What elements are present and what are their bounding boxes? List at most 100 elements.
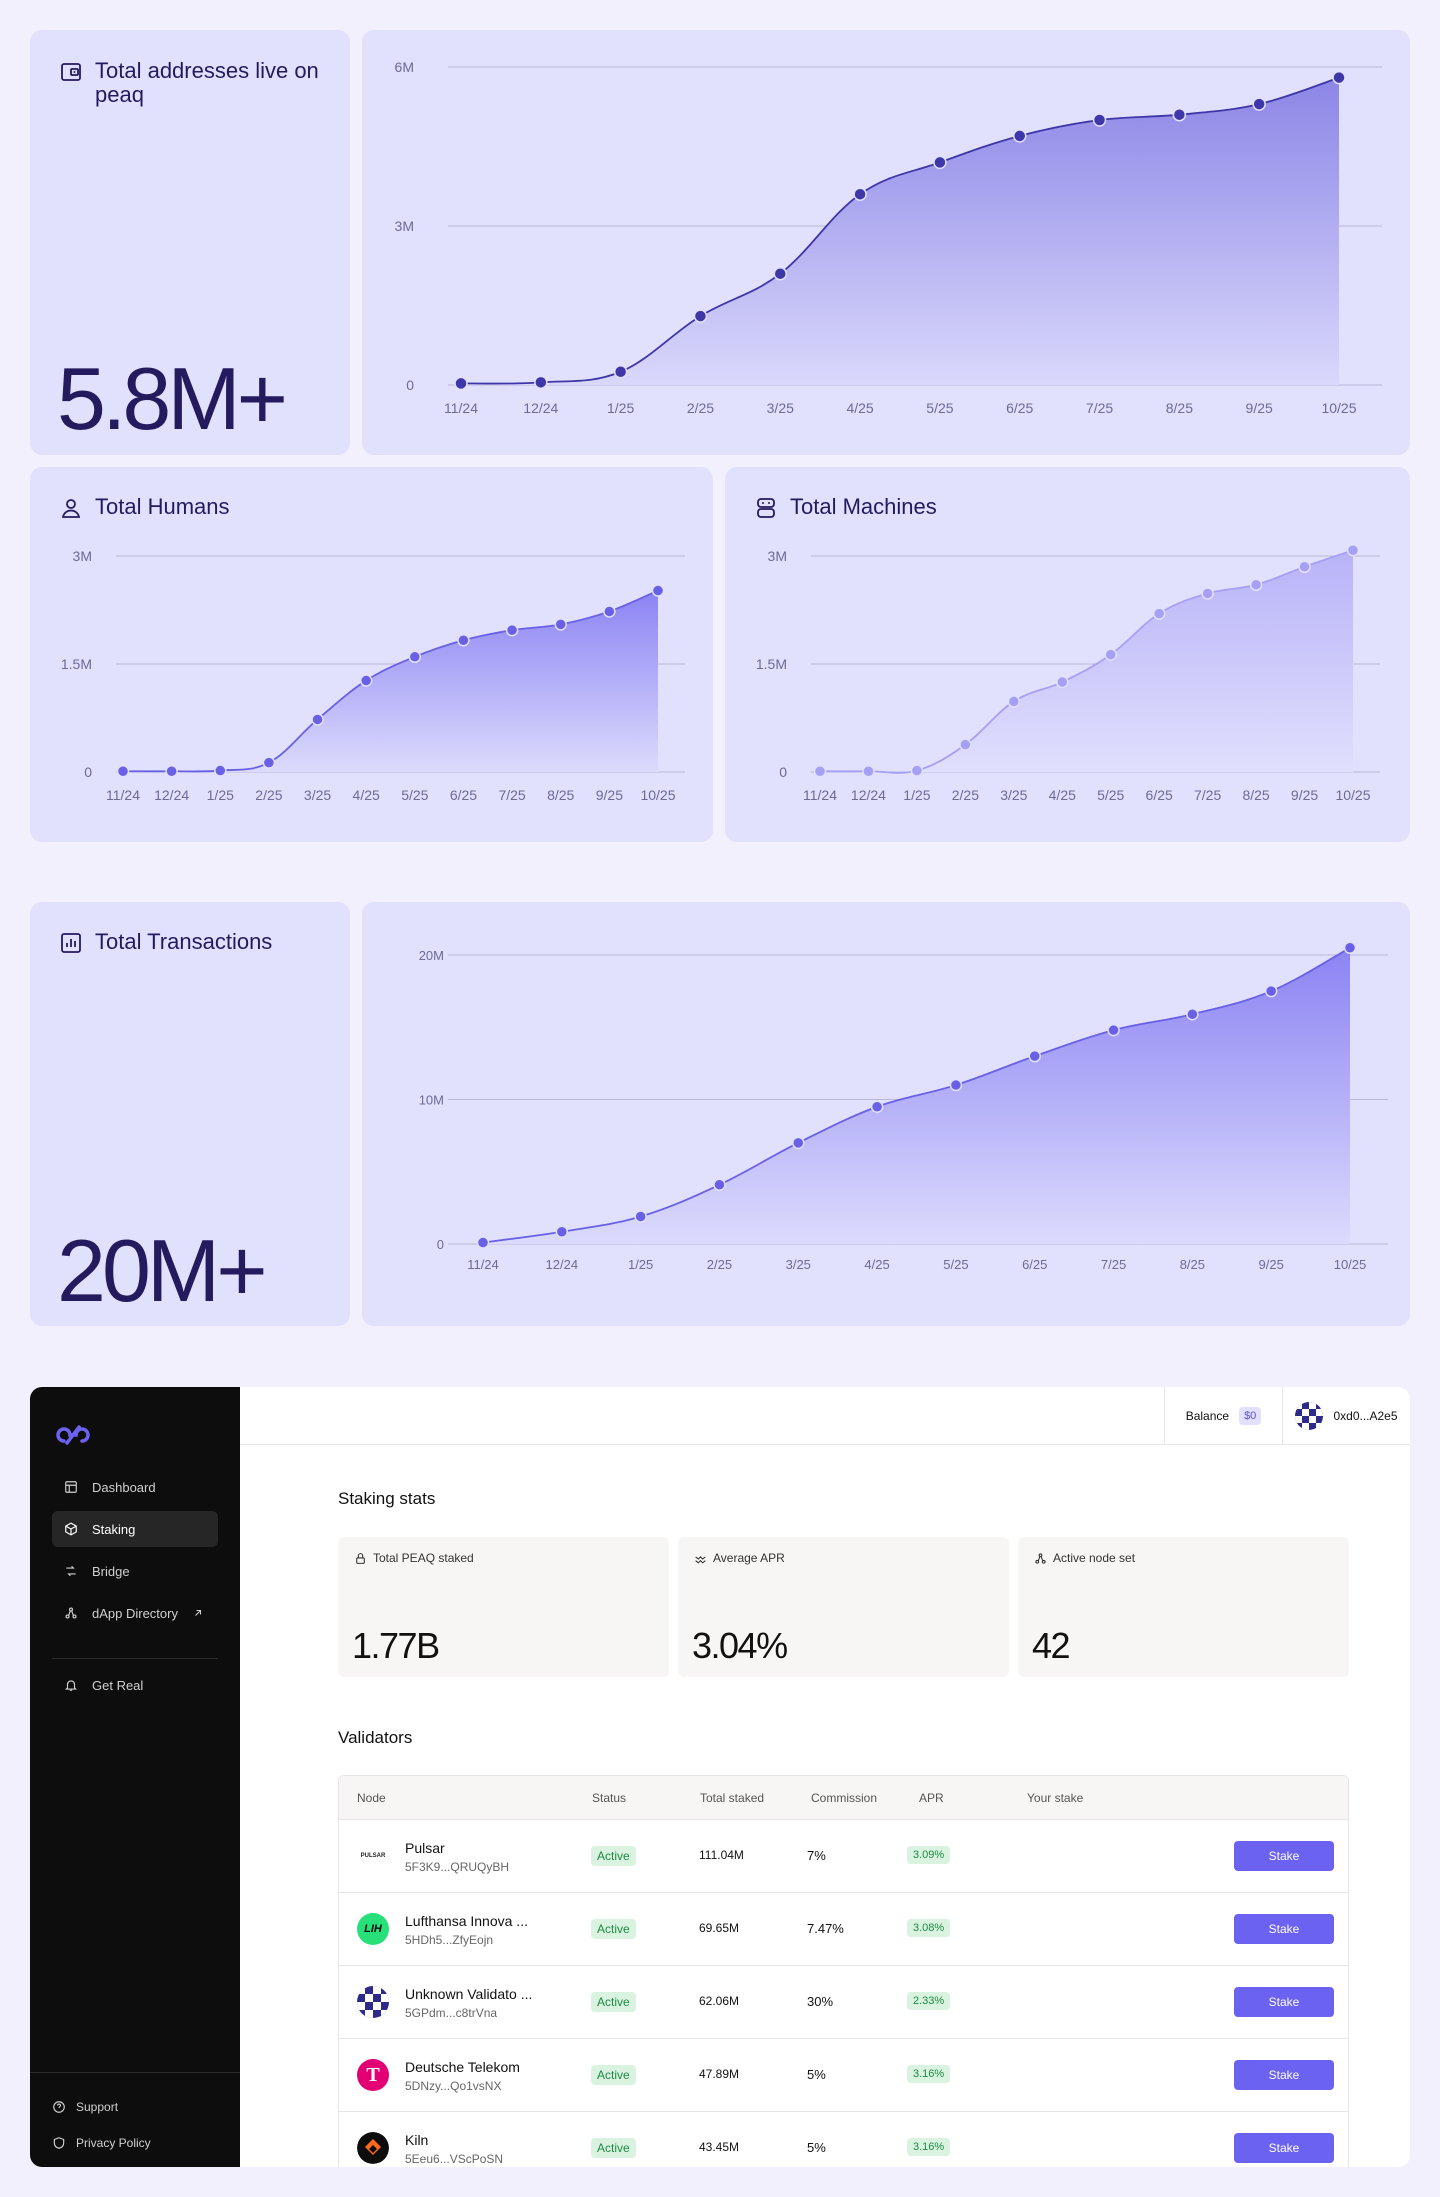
- balance-widget[interactable]: Balance $0: [1164, 1387, 1282, 1445]
- stake-button[interactable]: Stake: [1234, 1987, 1334, 2017]
- apr-badge: 3.09%: [907, 1846, 951, 1864]
- nav-dashboard[interactable]: Dashboard: [52, 1469, 218, 1505]
- data-point: [1201, 587, 1214, 600]
- telekom-logo: T: [357, 2059, 389, 2091]
- telekom-logo-text: T: [366, 2063, 380, 2086]
- table-header: Node Status Total staked Commission APR …: [339, 1776, 1348, 1820]
- apr-badge: 3.16%: [907, 2065, 951, 2083]
- stat-total-staked-label-text: Total PEAQ staked: [373, 1551, 474, 1565]
- apr-badge: 3.16%: [907, 2138, 951, 2156]
- table-row: Unknown Validato ... 5GPdm...c8trVna Act…: [339, 1966, 1348, 2039]
- nav-support[interactable]: Support: [52, 2100, 118, 2114]
- x-tick-label: 4/25: [864, 1257, 889, 1272]
- data-point: [1092, 113, 1107, 127]
- stat-average-apr-label-text: Average APR: [713, 1551, 785, 1565]
- node-name: Kiln: [405, 2132, 429, 2148]
- humans-card: Total Humans 0 1.5M 3M 11/24 12/24 1/25 2/25 3/…: [30, 467, 713, 842]
- stake-button[interactable]: Stake: [1234, 2060, 1334, 2090]
- wallet-avatar: [1295, 1402, 1324, 1430]
- commission: 5%: [807, 2067, 826, 2082]
- data-point: [457, 633, 470, 647]
- nav-staking[interactable]: Staking: [52, 1511, 218, 1547]
- data-point: [165, 765, 178, 778]
- data-point: [1107, 1023, 1120, 1037]
- nav-dapp-directory[interactable]: dApp Directory: [52, 1595, 218, 1631]
- nav-privacy-policy[interactable]: Privacy Policy: [52, 2136, 151, 2150]
- y-tick-label: 6M: [395, 59, 414, 75]
- x-tick-label: 11/24: [803, 787, 837, 803]
- x-tick-label: 9/25: [596, 787, 623, 803]
- bar-chart-icon: [61, 933, 81, 953]
- node-address: 5HDh5...ZfyEojn: [405, 1933, 494, 1947]
- kiln-logo: [357, 2132, 389, 2164]
- x-tick-label: 1/25: [607, 400, 634, 416]
- node-address: 5Eeu6...VScPoSN: [405, 2152, 504, 2166]
- humans-title-text: Total Humans: [95, 494, 230, 519]
- peaq-logo[interactable]: [54, 1423, 92, 1452]
- col-commission: Commission: [811, 1791, 878, 1805]
- data-point: [311, 713, 324, 726]
- data-point: [408, 650, 422, 664]
- x-tick-label: 6/25: [1022, 1257, 1047, 1272]
- data-point: [1332, 70, 1346, 85]
- x-tick-label: 6/25: [1146, 787, 1173, 803]
- data-point: [1028, 1049, 1041, 1063]
- pulsar-logo: PULSAR: [357, 1838, 389, 1870]
- trend-icon: [695, 1555, 706, 1564]
- table-row: LIH Lufthansa Innova ... 5HDh5...ZfyEojn…: [339, 1893, 1348, 1966]
- total-staked: 43.45M: [699, 2140, 740, 2154]
- x-tick-label: 3/25: [767, 400, 794, 416]
- data-point: [813, 765, 827, 778]
- data-point: [1252, 97, 1266, 111]
- nav-privacy-policy-label: Privacy Policy: [76, 2136, 151, 2150]
- data-point: [1104, 648, 1117, 661]
- commission: 5%: [807, 2140, 826, 2155]
- data-point: [555, 1225, 569, 1238]
- data-point: [933, 155, 947, 170]
- data-point: [505, 623, 519, 637]
- node-address: 5F3K9...QRUQyBH: [405, 1860, 510, 1874]
- data-point: [554, 618, 567, 631]
- x-tick-label: 2/25: [687, 400, 714, 416]
- apr-badge: 2.33%: [907, 1992, 951, 2010]
- nodes-icon: [1035, 1552, 1046, 1564]
- x-tick-label: 8/25: [1180, 1257, 1205, 1272]
- total-staked: 69.65M: [699, 1921, 740, 1935]
- stat-total-staked-value: 1.77B: [352, 1625, 440, 1666]
- user-icon: [61, 499, 81, 518]
- data-point: [534, 375, 548, 390]
- x-tick-label: 9/25: [1246, 400, 1273, 416]
- x-tick-label: 2/25: [255, 787, 282, 803]
- y-tick-label: 10M: [419, 1093, 444, 1108]
- sidebar: Dashboard Staking Bridge dApp Directory …: [30, 1387, 240, 2167]
- commission: 30%: [807, 1994, 834, 2009]
- data-point: [949, 1078, 963, 1092]
- nav-bridge[interactable]: Bridge: [52, 1553, 218, 1589]
- stat-average-apr-label: Average APR: [694, 1551, 785, 1565]
- stake-button[interactable]: Stake: [1234, 2133, 1334, 2163]
- lufthansa-logo: LIH: [357, 1913, 389, 1945]
- total-staked: 62.06M: [699, 1994, 740, 2008]
- transactions-title-text: Total Transactions: [95, 929, 273, 954]
- balance-label: Balance: [1185, 1409, 1230, 1423]
- x-tick-label: 5/25: [1097, 787, 1124, 803]
- x-tick-label: 10/25: [640, 787, 675, 803]
- nav-dashboard-label: Dashboard: [92, 1479, 156, 1495]
- wallet-button[interactable]: 0xd0...A2e5: [1282, 1387, 1410, 1445]
- stake-button[interactable]: Stake: [1234, 1914, 1334, 1944]
- total-staked: 111.04M: [699, 1848, 744, 1862]
- x-tick-label: 4/25: [1049, 787, 1076, 803]
- data-point: [634, 1210, 647, 1223]
- stake-button[interactable]: Stake: [1234, 1841, 1334, 1871]
- y-tick-label: 3M: [395, 218, 414, 234]
- nav-get-real[interactable]: Get Real: [52, 1667, 218, 1703]
- data-point: [773, 266, 788, 281]
- status-badge: Active: [591, 2138, 636, 2158]
- stat-active-nodes-value: 42: [1032, 1625, 1071, 1666]
- x-tick-label: 2/25: [952, 787, 979, 803]
- data-point: [1249, 578, 1263, 592]
- external-link-icon: [195, 1609, 202, 1616]
- commission: 7%: [807, 1848, 826, 1863]
- nav-bridge-label: Bridge: [92, 1563, 130, 1579]
- y-tick-label: 0: [779, 764, 787, 780]
